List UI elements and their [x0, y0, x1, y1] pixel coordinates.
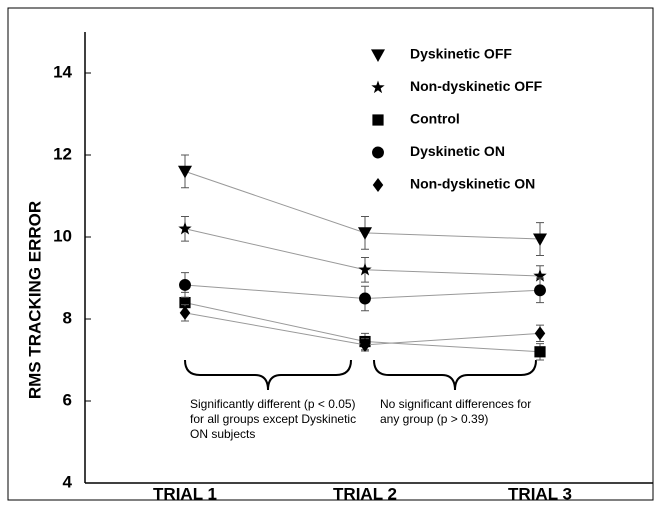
data-point: [534, 346, 546, 358]
legend-label: Control: [410, 111, 460, 127]
x-tick-label: TRIAL 3: [508, 484, 572, 503]
annotation: No significant differences for: [380, 397, 531, 411]
legend-marker: [371, 49, 385, 62]
data-point: [178, 165, 192, 179]
data-point: [533, 233, 547, 247]
y-tick-label: 10: [53, 226, 72, 245]
y-axis-label: RMS TRACKING ERROR: [25, 201, 44, 399]
y-tick-label: 12: [53, 144, 72, 163]
data-point: [178, 221, 192, 235]
legend-marker: [372, 178, 384, 192]
annotation: for all groups except Dyskinetic: [190, 412, 356, 426]
y-tick-label: 14: [53, 62, 72, 81]
bracket: [184, 359, 352, 391]
data-point: [358, 262, 372, 276]
bracket: [373, 359, 537, 391]
x-tick-label: TRIAL 2: [333, 484, 397, 503]
annotation: any group (p > 0.39): [380, 412, 488, 426]
y-tick-label: 6: [63, 390, 72, 409]
data-point: [179, 279, 191, 291]
legend-label: Non-dyskinetic OFF: [410, 78, 543, 94]
frame: [7, 7, 654, 501]
data-point: [359, 292, 371, 305]
legend-label: Dyskinetic OFF: [410, 46, 512, 62]
annotation: ON subjects: [190, 427, 255, 441]
data-point: [359, 337, 371, 352]
data-point: [358, 227, 372, 240]
legend-marker: [372, 114, 384, 126]
data-point: [534, 284, 546, 297]
legend-label: Non-dyskinetic ON: [410, 176, 535, 192]
x-tick-label: TRIAL 1: [153, 484, 217, 503]
y-tick-label: 4: [63, 472, 73, 491]
data-point: [533, 268, 547, 282]
legend-marker: [371, 80, 385, 94]
data-point: [534, 326, 546, 341]
data-point: [179, 305, 191, 320]
legend-label: Dyskinetic ON: [410, 143, 505, 159]
y-tick-label: 8: [63, 308, 72, 327]
annotation: Significantly different (p < 0.05): [190, 397, 356, 411]
data-point: [179, 297, 191, 309]
legend-marker: [372, 146, 384, 159]
